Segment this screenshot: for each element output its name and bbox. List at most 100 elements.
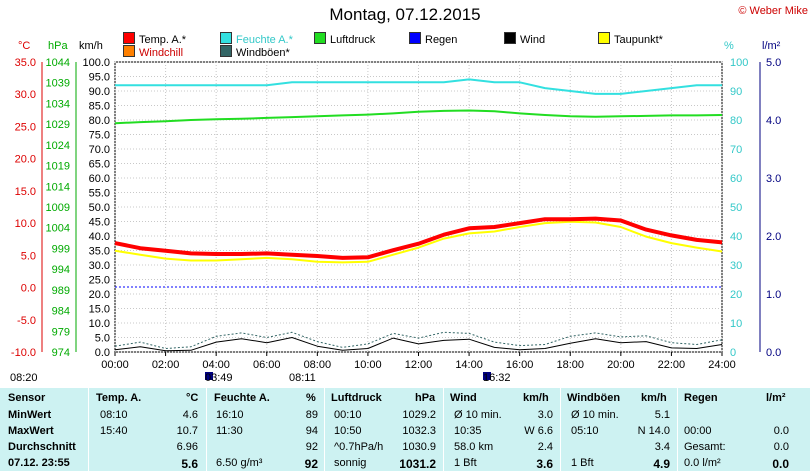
table-cell-press-val: 1030.9 [402,441,436,453]
humidity-axis-tick-label: 0 [730,347,736,359]
chart-title: Montag, 07.12.2015 [329,5,481,24]
header-pressure-unit: hPa [415,392,436,404]
rain-axis-tick-label: 1.0 [766,289,781,301]
humidity-axis-tick-label: 70 [730,144,742,156]
table-cell-temp-time: 15:40 [100,425,128,437]
wind-axis-tick-label: 50.0 [89,202,110,214]
wind-axis-tick-label: 15.0 [89,304,110,316]
pressure-axis-tick-label: 1014 [46,181,70,193]
temp-axis-tick-label: 20.0 [15,154,36,166]
table-cell-hum-val: 92 [304,457,318,471]
legend-swatch-pressure [314,32,326,44]
table-cell-press-time: ^0.7hPa/h [334,441,384,453]
x-tick-label: 02:00 [152,359,180,371]
table-cell-temp-val: 5.6 [181,457,198,471]
pressure-axis-tick-label: 1024 [46,140,70,152]
rain-axis-tick-label: 0.0 [766,347,781,359]
x-tick-label: 06:00 [253,359,281,371]
table-cell-gust-desc: Ø 10 min. [571,409,619,421]
x-tick-label: 16:00 [506,359,534,371]
table-cell-temp-val: 10.7 [176,425,198,437]
table-cell-wind-val: 3.0 [537,409,553,421]
table-cell-rain-desc: Gesamt: [684,441,726,453]
wind-axis-tick-label: 45.0 [89,217,110,229]
table-cell-hum-time: 16:10 [216,409,244,421]
table-cell-temp-val: 6.96 [176,441,198,453]
rain-axis-tick-label: 5.0 [766,57,781,69]
x-tick-label: 24:00 [708,359,736,371]
legend-entry-dewpoint: Taupunkt* [598,32,663,46]
wind-axis-tick-label: 90.0 [89,86,110,98]
noon-icon [483,372,491,380]
series-line-taupunkt [114,220,723,264]
table-cell-label: MaxWert [8,425,54,437]
humidity-axis-tick-label: 40 [730,231,742,243]
wind-axis-tick-label: 95.0 [89,72,110,84]
min-temp-time: 08:20 [10,372,38,384]
wind-axis-unit: km/h [79,40,103,52]
rain-axis-tick-label: 3.0 [766,173,781,185]
pressure-axis-tick-label: 1039 [46,78,70,90]
x-tick-label: 20:00 [607,359,635,371]
table-cell-hum-val: 94 [305,425,318,437]
rain-axis-unit: l/m² [762,40,781,52]
table-cell-wind-desc: 1 Bft [454,457,477,469]
temp-axis-tick-label: -5.0 [17,315,36,327]
table-cell-rain-val: 0.0 [773,441,789,453]
pressure-axis-unit: hPa [48,40,68,52]
pressure-axis-tick-label: 994 [52,264,70,276]
legend-entry-gusts: Windböen* [220,45,290,59]
pressure-axis-tick-label: 999 [52,243,70,255]
temp-axis-tick-label: 15.0 [15,186,36,198]
table-cell-wind-desc: 58.0 km [454,441,494,453]
series-line-feuchtea [115,78,722,95]
table-cell-rain-desc: 0.0 l/m² [684,457,721,469]
wind-axis-tick-label: 40.0 [89,231,110,243]
x-tick-label: 18:00 [556,359,584,371]
sunset-time: 08:11 [289,372,316,384]
table-cell-wind-val: 3.6 [536,457,553,471]
table-cell-hum-val: 92 [305,441,318,453]
x-tick-label: 22:00 [658,359,686,371]
temp-axis-tick-label: 10.0 [15,218,36,230]
table-cell-wind-desc: 10:35 [454,425,482,437]
x-tick-label: 00:00 [101,359,129,371]
header-wind: Wind [450,392,477,404]
x-tick-label: 12:00 [405,359,433,371]
weather-chart: 00:00 02:00 04:00 06:00 08:00 10:00 12:00 14:00… [11,57,781,371]
stats-table: Sensor Temp. A. °C Feuchte A. % Luftdruc… [0,388,810,471]
wind-axis-tick-label: 80.0 [89,115,110,127]
wind-axis-tick-label: 20.0 [89,289,110,301]
wind-axis-tick-label: 35.0 [89,246,110,258]
header-pressure: Luftdruck [331,392,382,404]
table-cell-hum-time: 11:30 [216,425,243,437]
series-line-tempa [114,216,723,260]
table-cell-gust-val: 3.4 [654,441,670,453]
humidity-axis-tick-label: 90 [730,86,742,98]
table-cell-gust-desc: 05:10 [571,425,599,437]
table-cell-gust-val: 4.9 [653,457,670,471]
humidity-axis-tick-label: 50 [730,202,742,214]
rain-axis-tick-label: 2.0 [766,231,781,243]
temp-axis-tick-label: 30.0 [15,89,36,101]
legend-entry-windchill: Windchill [123,45,183,59]
humidity-axis-tick-label: 80 [730,115,742,127]
header-rain-unit: l/m² [766,392,786,404]
table-cell-label: Durchschnitt [8,441,76,453]
wind-axis-tick-label: 55.0 [89,188,110,200]
legend-entry-temp: Temp. A.* [123,32,186,46]
pressure-axis-tick-label: 974 [52,347,70,359]
header-rain: Regen [684,392,718,404]
table-cell-rain-val: 0.0 [773,425,789,437]
pressure-axis-tick-label: 1009 [46,202,70,214]
table-cell-hum-val: 89 [305,409,318,421]
table-cell-rain-desc: 00:00 [684,425,712,437]
legend-entry-rain: Regen [409,32,457,46]
wind-axis-tick-label: 30.0 [89,260,110,272]
copyright-text: © Weber Mike [738,5,808,17]
legend-swatch-windchill [123,45,135,57]
legend-swatch-gusts [220,45,232,57]
legend-entry-humidity: Feuchte A.* [220,32,293,46]
table-cell-press-time: 00:10 [334,409,362,421]
series-line-wind [114,337,723,352]
